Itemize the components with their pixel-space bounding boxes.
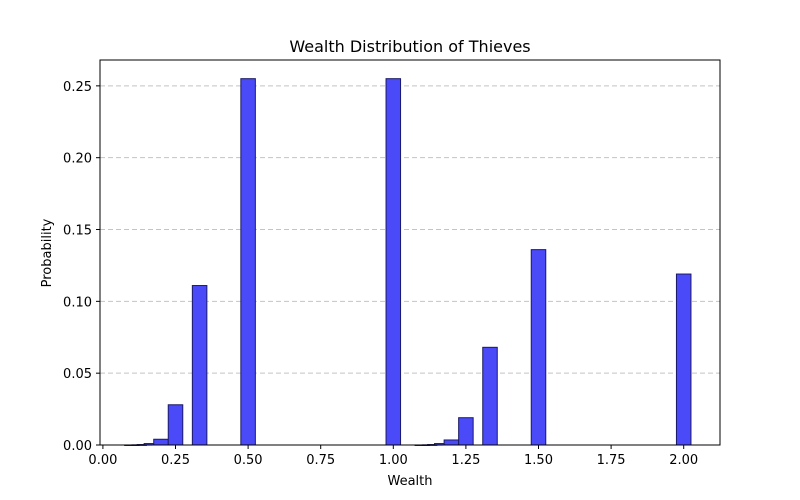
bars xyxy=(124,78,692,446)
grid-lines xyxy=(100,85,720,374)
x-tick-label: 1.75 xyxy=(597,453,626,468)
x-tick-label: 1.00 xyxy=(379,453,408,468)
y-tick-label: 0.15 xyxy=(63,224,92,239)
x-tick-label: 0.50 xyxy=(234,453,263,468)
y-tick-label: 0.10 xyxy=(63,295,92,310)
bar xyxy=(443,439,460,446)
y-axis-ticks: 0.00 0.05 0.10 0.15 0.20 0.25 xyxy=(63,80,100,454)
x-axis-label: Wealth xyxy=(387,474,432,489)
x-tick-label: 1.50 xyxy=(524,453,553,468)
bar xyxy=(458,417,474,446)
bar xyxy=(167,404,184,446)
y-tick-label: 0.00 xyxy=(63,439,92,454)
y-axis-label: Probability xyxy=(40,218,55,287)
bar xyxy=(153,438,169,446)
x-tick-label: 2.00 xyxy=(669,453,698,468)
bar xyxy=(385,78,402,446)
x-tick-label: 1.25 xyxy=(451,453,480,468)
x-tick-label: 0.25 xyxy=(161,453,190,468)
bar xyxy=(675,273,692,446)
x-tick-label: 0.00 xyxy=(88,453,117,468)
x-axis-ticks: 0.00 0.25 0.50 0.75 1.00 1.25 1.50 1.75 2.00 xyxy=(88,445,698,468)
y-tick-label: 0.20 xyxy=(63,152,92,167)
y-tick-label: 0.05 xyxy=(63,367,92,382)
bar xyxy=(530,249,547,446)
x-tick-label: 0.75 xyxy=(306,453,335,468)
bar xyxy=(191,285,208,446)
y-tick-label: 0.25 xyxy=(63,80,92,95)
plot-frame xyxy=(99,59,721,446)
bar xyxy=(482,346,498,446)
chart-title: Wealth Distribution of Thieves xyxy=(289,37,530,56)
bar xyxy=(240,78,256,446)
